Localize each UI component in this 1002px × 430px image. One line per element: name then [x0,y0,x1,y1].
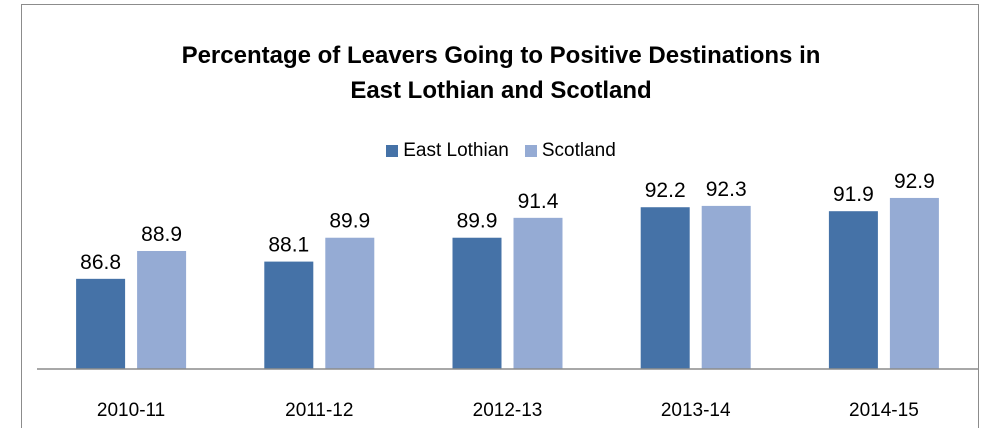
bar-east-lothian-2010-11 [76,278,126,369]
bar-scotland-2013-14 [701,205,751,369]
data-label-scotland-2010-11: 88.9 [141,223,182,246]
bars-layer [76,197,939,369]
x-tick-label-2012-13: 2012-13 [473,400,543,421]
chart-title: Percentage of Leavers Going to Positive … [0,38,1002,108]
data-label-east-lothian-2014-15: 91.9 [833,183,874,206]
legend-label-east-lothian: East Lothian [403,140,509,161]
bar-scotland-2010-11 [137,250,187,369]
x-tick-label-2014-15: 2014-15 [849,400,919,421]
data-label-scotland-2012-13: 91.4 [518,190,559,213]
bar-east-lothian-2012-13 [452,237,502,369]
x-tick-label-2010-11: 2010-11 [97,400,165,421]
data-label-scotland-2013-14: 92.3 [706,178,747,201]
data-label-scotland-2011-12: 89.9 [329,210,370,233]
x-tick-labels: 2010-11 2011-12 2012-13 2013-14 2014-15 [97,400,919,421]
data-label-east-lothian-2013-14: 92.2 [645,179,686,202]
chart-title-line-2: East Lothian and Scotland [350,77,652,104]
legend-entry-east-lothian: East Lothian [386,140,509,162]
bar-east-lothian-2013-14 [640,207,690,369]
legend-entry-scotland: Scotland [524,140,616,162]
legend: East Lothian Scotland [0,140,1002,162]
legend-label-scotland: Scotland [541,140,616,161]
data-label-east-lothian-2011-12: 88.1 [268,234,309,257]
bar-east-lothian-2011-12 [264,261,314,369]
bar-scotland-2011-12 [325,237,375,369]
x-tick-label-2011-12: 2011-12 [285,400,353,421]
legend-swatch-east-lothian [386,145,399,157]
data-label-scotland-2014-15: 92.9 [894,170,935,193]
legend-swatch-scotland [524,145,537,157]
bar-scotland-2012-13 [513,217,563,369]
data-label-east-lothian-2010-11: 86.8 [80,251,121,274]
data-label-east-lothian-2012-13: 89.9 [457,210,498,233]
x-tick-label-2013-14: 2013-14 [661,400,731,421]
chart-title-line-1: Percentage of Leavers Going to Positive … [181,42,821,69]
bar-scotland-2014-15 [889,197,939,369]
data-labels-layer: 86.8 88.9 88.1 89.9 89.9 91.4 92.2 92.3 91.9 92.9 [80,170,935,274]
bar-east-lothian-2014-15 [828,211,878,369]
